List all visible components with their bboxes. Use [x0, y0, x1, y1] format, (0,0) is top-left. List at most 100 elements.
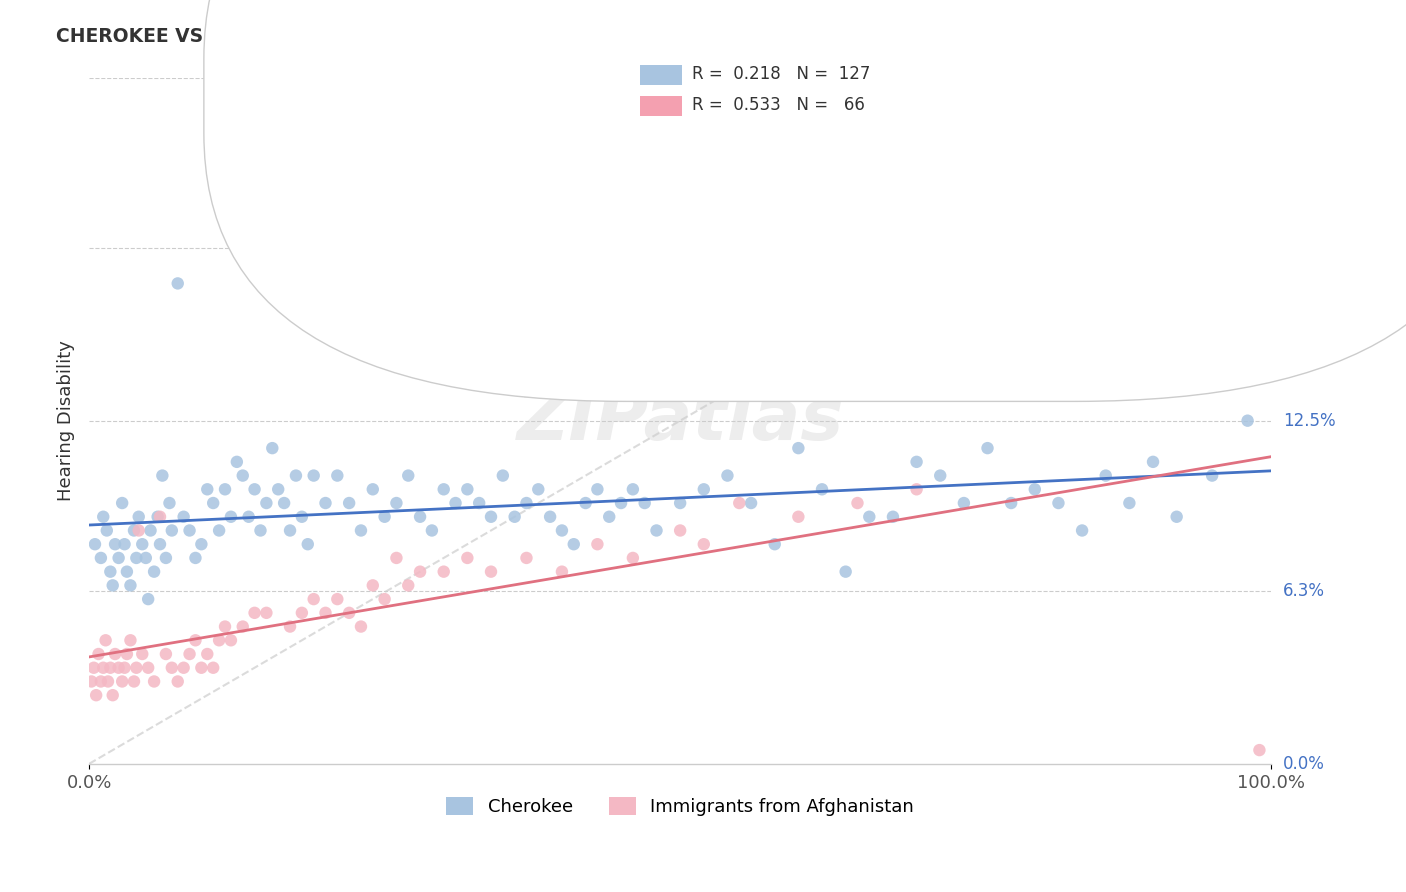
- Point: [160, 661, 183, 675]
- Point: [858, 509, 880, 524]
- Point: [396, 578, 419, 592]
- Point: [111, 674, 134, 689]
- Point: [527, 483, 550, 497]
- Point: [456, 550, 478, 565]
- Point: [361, 483, 384, 497]
- Point: [243, 606, 266, 620]
- Point: [84, 688, 107, 702]
- Point: [98, 661, 121, 675]
- Point: [645, 524, 668, 538]
- Point: [136, 661, 159, 675]
- Point: [122, 524, 145, 538]
- Point: [249, 524, 271, 538]
- Point: [107, 661, 129, 675]
- Point: [315, 496, 337, 510]
- Point: [693, 537, 716, 551]
- Point: [190, 537, 212, 551]
- Point: [128, 509, 150, 524]
- Point: [149, 509, 172, 524]
- Point: [225, 455, 247, 469]
- Point: [598, 509, 620, 524]
- Point: [94, 633, 117, 648]
- Point: [97, 674, 120, 689]
- Point: [143, 565, 166, 579]
- Point: [195, 483, 218, 497]
- Point: [1000, 496, 1022, 510]
- Text: Source: ZipAtlas.com: Source: ZipAtlas.com: [1202, 27, 1350, 41]
- Point: [104, 537, 127, 551]
- Point: [479, 565, 502, 579]
- Point: [787, 509, 810, 524]
- Y-axis label: Hearing Disability: Hearing Disability: [58, 340, 75, 501]
- Point: [273, 496, 295, 510]
- Point: [136, 592, 159, 607]
- Point: [262, 441, 284, 455]
- Point: [385, 496, 408, 510]
- Point: [87, 647, 110, 661]
- Point: [586, 537, 609, 551]
- Point: [267, 483, 290, 497]
- Point: [350, 524, 373, 538]
- Point: [149, 537, 172, 551]
- Point: [107, 550, 129, 565]
- Point: [91, 509, 114, 524]
- Point: [586, 483, 609, 497]
- Point: [114, 537, 136, 551]
- Point: [101, 578, 124, 592]
- Point: [254, 606, 277, 620]
- Point: [160, 524, 183, 538]
- Point: [468, 496, 491, 510]
- Point: [146, 509, 169, 524]
- Point: [433, 565, 456, 579]
- Point: [515, 550, 537, 565]
- Point: [190, 661, 212, 675]
- Point: [232, 619, 254, 633]
- Point: [111, 496, 134, 510]
- Point: [433, 483, 456, 497]
- Point: [1094, 468, 1116, 483]
- Point: [80, 674, 103, 689]
- Text: 18.8%: 18.8%: [1284, 239, 1336, 257]
- Point: [610, 496, 633, 510]
- Point: [90, 550, 112, 565]
- Point: [621, 483, 644, 497]
- Point: [669, 496, 692, 510]
- Point: [326, 592, 349, 607]
- Point: [202, 661, 225, 675]
- Point: [420, 524, 443, 538]
- Point: [787, 441, 810, 455]
- Point: [135, 550, 157, 565]
- Point: [302, 468, 325, 483]
- Point: [150, 468, 173, 483]
- Point: [232, 468, 254, 483]
- Point: [953, 496, 976, 510]
- Point: [657, 304, 679, 318]
- Point: [214, 619, 236, 633]
- Text: 12.5%: 12.5%: [1284, 412, 1336, 430]
- Point: [811, 483, 834, 497]
- Point: [254, 496, 277, 510]
- Point: [1118, 496, 1140, 510]
- Point: [551, 524, 574, 538]
- Point: [184, 550, 207, 565]
- Point: [214, 483, 236, 497]
- Point: [202, 496, 225, 510]
- Point: [728, 496, 751, 510]
- Text: ZIPatlas: ZIPatlas: [516, 386, 844, 455]
- Point: [976, 441, 998, 455]
- Point: [621, 550, 644, 565]
- Point: [98, 565, 121, 579]
- Point: [184, 633, 207, 648]
- Point: [315, 606, 337, 620]
- Point: [1047, 496, 1070, 510]
- Point: [120, 633, 142, 648]
- Point: [1249, 743, 1271, 757]
- Point: [444, 496, 467, 510]
- Point: [409, 509, 432, 524]
- Point: [219, 633, 242, 648]
- Point: [1024, 483, 1046, 497]
- Point: [385, 550, 408, 565]
- Point: [83, 661, 105, 675]
- Point: [716, 468, 738, 483]
- Point: [905, 455, 928, 469]
